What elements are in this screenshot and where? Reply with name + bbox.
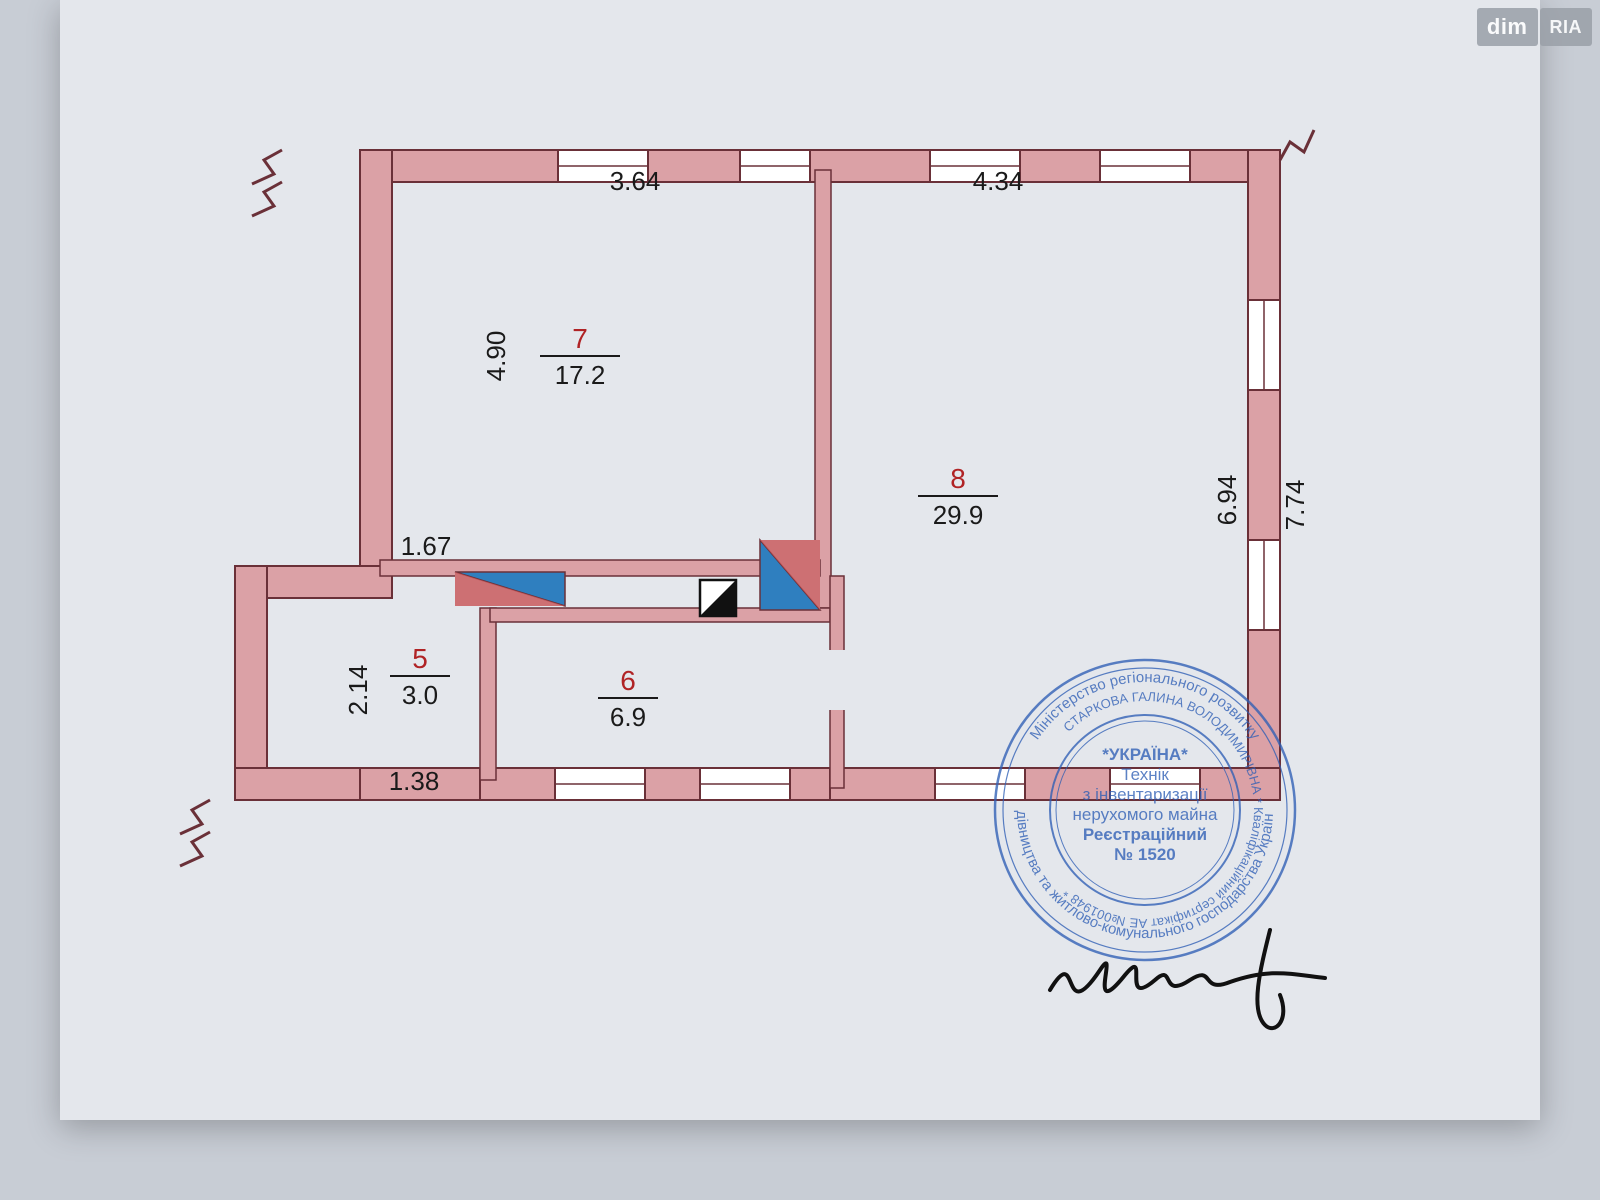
break-mark bbox=[180, 800, 210, 866]
door bbox=[760, 540, 820, 610]
svg-text:17.2: 17.2 bbox=[555, 360, 606, 390]
dimension-label: 3.64 bbox=[610, 166, 661, 196]
window bbox=[935, 768, 1025, 800]
watermark-dim: dim bbox=[1477, 8, 1538, 46]
paper-sheet: 53.066.9717.2829.93.644.344.901.672.141.… bbox=[60, 0, 1540, 1120]
svg-text:*УКРАЇНА*: *УКРАЇНА* bbox=[1102, 745, 1188, 764]
window bbox=[1248, 540, 1280, 630]
dimension-label: 2.14 bbox=[343, 665, 373, 716]
svg-text:6: 6 bbox=[620, 665, 636, 696]
window bbox=[1248, 300, 1280, 390]
window bbox=[700, 768, 790, 800]
svg-text:Технік: Технік bbox=[1121, 765, 1169, 784]
watermark: dim RIA bbox=[1477, 8, 1592, 46]
break-mark bbox=[1280, 130, 1314, 160]
room-label: 53.0 bbox=[390, 643, 450, 710]
break-mark bbox=[252, 150, 282, 216]
floorplan-canvas: 53.066.9717.2829.93.644.344.901.672.141.… bbox=[60, 0, 1540, 1120]
dimension-label: 6.94 bbox=[1212, 475, 1242, 526]
dimension-label: 1.38 bbox=[389, 766, 440, 796]
dimension-label: 7.74 bbox=[1280, 480, 1310, 531]
watermark-ria: RIA bbox=[1540, 8, 1593, 46]
svg-text:№ 1520: № 1520 bbox=[1114, 845, 1176, 864]
vent-symbol bbox=[700, 580, 736, 616]
svg-text:Реєстраційний: Реєстраційний bbox=[1083, 825, 1207, 844]
window bbox=[1100, 150, 1190, 182]
svg-text:3.0: 3.0 bbox=[402, 680, 438, 710]
svg-text:6.9: 6.9 bbox=[610, 702, 646, 732]
window bbox=[740, 150, 810, 182]
dimension-label: 4.34 bbox=[973, 166, 1024, 196]
room-label: 66.9 bbox=[598, 665, 658, 732]
official-stamp: *УКРАЇНА*Технікз інвентаризаціїнерухомог… bbox=[60, 0, 1295, 960]
svg-text:29.9: 29.9 bbox=[933, 500, 984, 530]
svg-text:з інвентаризації: з інвентаризації bbox=[1083, 785, 1208, 804]
svg-text:нерухомого майна: нерухомого майна bbox=[1073, 805, 1219, 824]
room-label: 829.9 bbox=[918, 463, 998, 530]
svg-text:5: 5 bbox=[412, 643, 428, 674]
window bbox=[555, 768, 645, 800]
dimension-label: 1.67 bbox=[401, 531, 452, 561]
door bbox=[825, 650, 845, 710]
room-label: 717.2 bbox=[540, 323, 620, 390]
signature bbox=[1050, 930, 1325, 1028]
door bbox=[455, 572, 565, 606]
svg-text:7: 7 bbox=[572, 323, 588, 354]
svg-text:8: 8 bbox=[950, 463, 966, 494]
dimension-label: 4.90 bbox=[481, 331, 511, 382]
